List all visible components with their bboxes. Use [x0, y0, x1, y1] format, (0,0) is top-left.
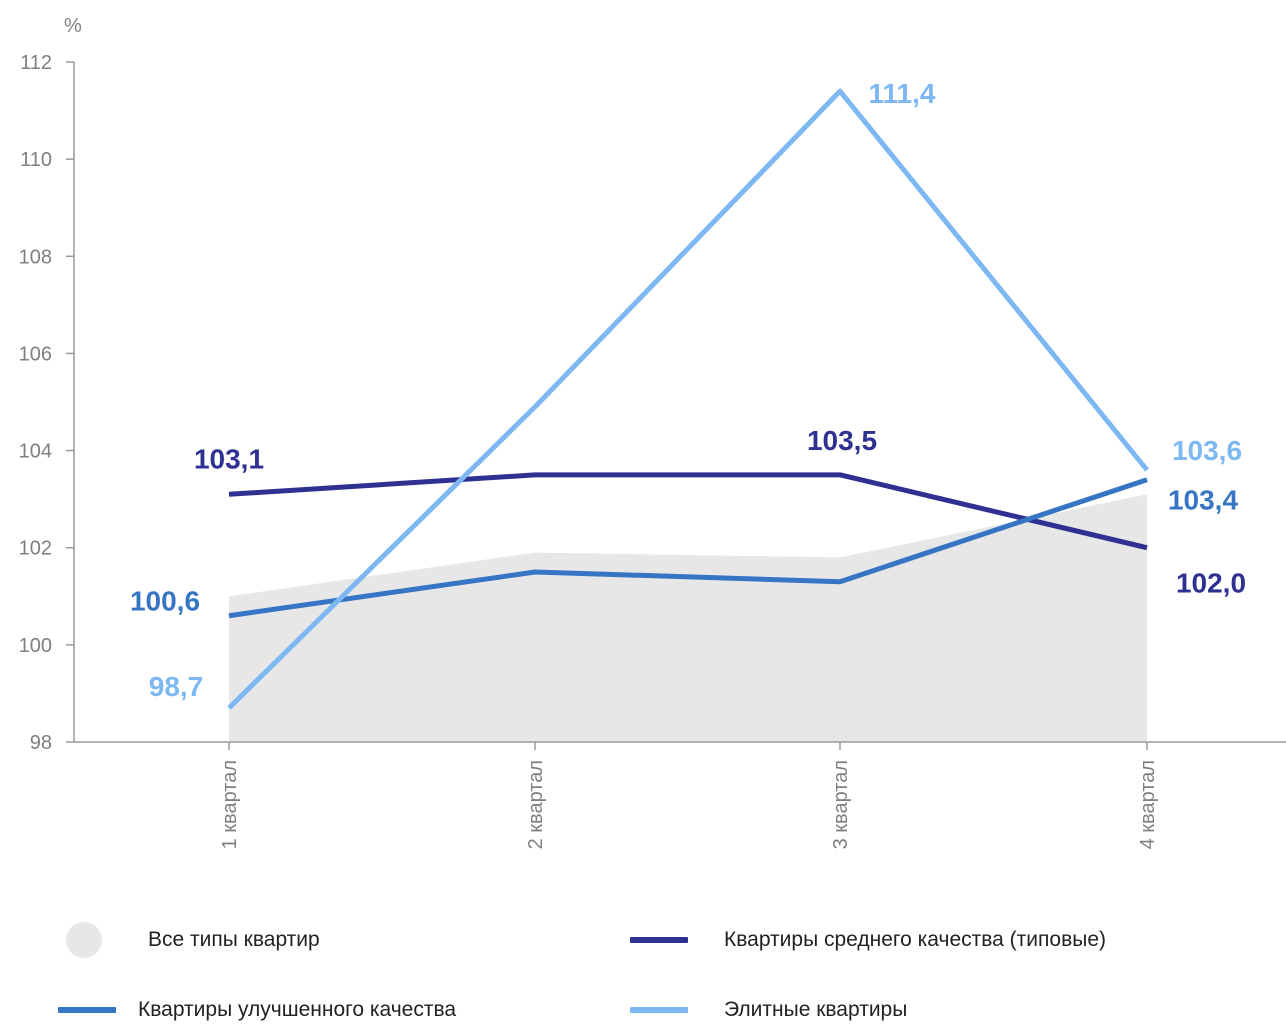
x-tick-label: 1 квартал: [219, 760, 241, 849]
legend-swatch-middle: [630, 937, 688, 943]
legend-label-middle: Квартиры среднего качества (типовые): [724, 928, 1106, 951]
data-label: 111,4: [869, 78, 936, 109]
y-tick-label: 98: [30, 732, 52, 754]
legend-label-elite: Элитные квартиры: [724, 998, 908, 1021]
x-axis-labels: 1 квартал 2 квартал 3 квартал 4 квартал: [219, 760, 1159, 849]
legend-label-improved: Квартиры улучшенного качества: [138, 998, 457, 1021]
legend-item-middle[interactable]: Квартиры среднего качества (типовые): [630, 928, 1106, 952]
legend-swatch-improved: [58, 1007, 116, 1013]
data-label: 103,1: [194, 443, 264, 474]
y-tick-label: 100: [19, 635, 52, 657]
data-label: 103,4: [1168, 485, 1238, 516]
legend-item-elite[interactable]: Элитные квартиры: [630, 998, 907, 1022]
data-label: 103,6: [1172, 435, 1242, 466]
x-tick-label: 2 квартал: [525, 760, 547, 849]
data-label: 98,7: [149, 671, 204, 702]
y-tick-label: 110: [20, 149, 52, 171]
line-series-2: [228, 477, 1148, 619]
series-lines: [227, 88, 1149, 710]
legend-item-improved[interactable]: Квартиры улучшенного качества: [58, 998, 456, 1022]
legend-item-all-types[interactable]: Все типы квартир: [54, 922, 320, 958]
y-tick-label: 102: [19, 538, 52, 560]
x-tick-label: 3 квартал: [830, 760, 852, 849]
y-tick-label: 112: [20, 52, 52, 74]
y-tick-label: 108: [19, 246, 52, 268]
x-tick-label: 4 квартал: [1137, 760, 1159, 849]
data-label: 103,5: [807, 425, 877, 456]
y-tick-label: 104: [19, 441, 52, 463]
legend-swatch-all-types: [66, 922, 102, 958]
line-series-3: [227, 88, 1149, 710]
y-axis-ticks: 98 100 102 104 106 108 110 112: [19, 52, 74, 754]
y-unit-label: %: [64, 15, 82, 37]
y-tick-label: 106: [19, 343, 52, 365]
legend-label-all-types: Все типы квартир: [148, 928, 320, 951]
line-chart: % 98 100 102 104 106 108 110 112 1 квартал 2 ква…: [19, 15, 1286, 849]
data-labels: 103,1 103,5 102,0 100,6 103,4 98,7 111,4 103,6: [130, 78, 1246, 702]
data-label: 100,6: [130, 586, 200, 617]
x-axis-ticks: [228, 742, 1148, 750]
line-series-1: [228, 472, 1148, 551]
legend-swatch-elite: [630, 1007, 688, 1013]
data-label: 102,0: [1176, 568, 1246, 599]
